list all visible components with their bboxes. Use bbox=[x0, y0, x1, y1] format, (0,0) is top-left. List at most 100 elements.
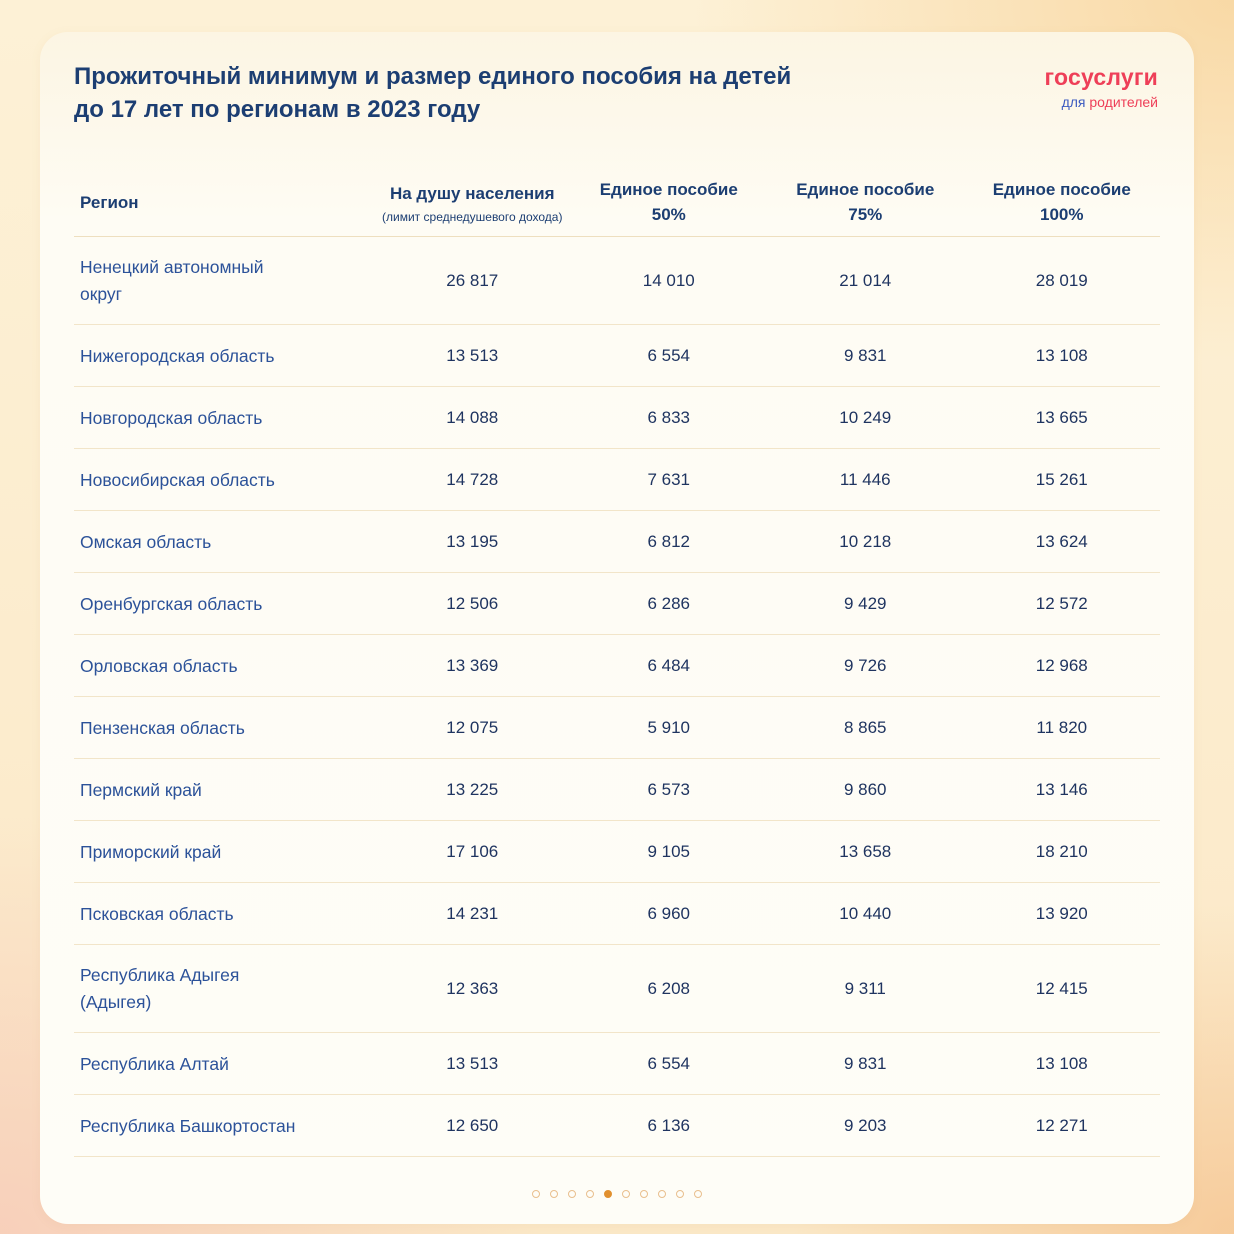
column-header-sublabel: (лимит среднедушевого дохода) bbox=[382, 209, 563, 224]
table-header-row: Регион На душу населения (лимит среднеду… bbox=[74, 169, 1161, 238]
table-row: Пермский край 13 225 6 573 9 860 13 146 bbox=[74, 759, 1160, 822]
value-cell: 11 820 bbox=[1036, 717, 1088, 737]
value-cell: 13 920 bbox=[1035, 903, 1088, 923]
title-line-2: до 17 лет по регионам в 2023 году bbox=[74, 96, 481, 124]
value-cell: 13 146 bbox=[1035, 779, 1088, 799]
value-cell: 12 363 bbox=[446, 978, 499, 998]
value-cell: 13 513 bbox=[446, 1053, 499, 1073]
value-cell: 28 019 bbox=[1035, 270, 1088, 290]
subtitle-for: для bbox=[1061, 94, 1086, 110]
table-row: Новгородская область 14 088 6 833 10 249 13 … bbox=[74, 387, 1160, 450]
region-cell: Оренбургская область bbox=[80, 593, 263, 614]
value-cell: 13 513 bbox=[446, 345, 499, 365]
value-cell: 6 208 bbox=[647, 978, 691, 998]
page-title: Прожиточный минимум и размер единого пос… bbox=[74, 60, 791, 126]
pagination-dot[interactable] bbox=[532, 1190, 540, 1198]
column-header-benefit-100: Единое пособие 100% bbox=[964, 178, 1161, 227]
table-row: Приморский край 17 106 9 105 13 658 18 210 bbox=[74, 821, 1160, 884]
title-line-1: Прожиточный минимум и размер единого пос… bbox=[74, 63, 792, 90]
table-row: Оренбургская область 12 506 6 286 9 429 12 5… bbox=[74, 573, 1160, 636]
region-cell: Пермский край bbox=[80, 779, 202, 800]
region-cell: Псковская область bbox=[80, 903, 234, 924]
gosuslugi-wordmark: госуслуги bbox=[1044, 64, 1158, 90]
value-cell: 13 195 bbox=[446, 531, 499, 551]
region-cell: Приморский край bbox=[80, 841, 222, 862]
table-row: Республика Алтай 13 513 6 554 9 831 13 108 bbox=[74, 1033, 1160, 1096]
table-row: Новосибирская область 14 728 7 631 11 446 15… bbox=[74, 449, 1160, 512]
column-header-label: Единое пособие bbox=[992, 180, 1131, 200]
pagination-dot-active[interactable] bbox=[604, 1190, 612, 1198]
value-cell: 26 817 bbox=[446, 270, 499, 290]
region-cell: Республика Алтай bbox=[80, 1053, 229, 1074]
table-row: Республика Адыгея (Адыгея) 12 363 6 208 9 3… bbox=[74, 945, 1160, 1034]
gosuslugi-logo: госуслуги для родителей bbox=[1045, 60, 1158, 110]
value-cell: 10 218 bbox=[839, 531, 892, 551]
value-cell: 15 261 bbox=[1035, 469, 1088, 489]
value-cell: 12 650 bbox=[446, 1115, 499, 1135]
value-cell: 9 831 bbox=[843, 345, 887, 365]
value-cell: 9 831 bbox=[843, 1053, 887, 1073]
value-cell: 9 860 bbox=[843, 779, 887, 799]
region-cell: Новосибирская область bbox=[80, 469, 275, 490]
region-cell: Омская область bbox=[80, 531, 212, 552]
table-row: Псковская область 14 231 6 960 10 440 13 920 bbox=[74, 883, 1160, 946]
pagination-dot[interactable] bbox=[568, 1190, 576, 1198]
table-row: Нижегородская область 13 513 6 554 9 831 13 … bbox=[74, 325, 1160, 388]
region-cell: Орловская область bbox=[80, 655, 238, 676]
pagination-dot[interactable] bbox=[550, 1190, 558, 1198]
value-cell: 6 554 bbox=[647, 1053, 691, 1073]
column-header-benefit-50: Единое пособие 50% bbox=[571, 178, 768, 227]
column-header-label: Единое пособие bbox=[796, 180, 935, 200]
value-cell: 12 075 bbox=[446, 717, 499, 737]
value-cell: 9 203 bbox=[843, 1115, 887, 1135]
table-row: Омская область 13 195 6 812 10 218 13 624 bbox=[74, 511, 1160, 574]
card-header: Прожиточный минимум и размер единого пос… bbox=[40, 32, 1194, 126]
column-header-region: Регион bbox=[80, 192, 139, 212]
column-header-label: Единое пособие bbox=[599, 180, 738, 200]
pagination-dot[interactable] bbox=[622, 1190, 630, 1198]
pagination-dot[interactable] bbox=[640, 1190, 648, 1198]
pagination-dot[interactable] bbox=[586, 1190, 594, 1198]
value-cell: 6 812 bbox=[647, 531, 691, 551]
value-cell: 12 968 bbox=[1035, 655, 1088, 675]
region-cell: Республика Адыгея (Адыгея) bbox=[80, 965, 240, 1012]
gosuslugi-subtitle: для родителей bbox=[1045, 94, 1158, 110]
value-cell: 9 726 bbox=[843, 655, 887, 675]
value-cell: 14 088 bbox=[446, 407, 499, 427]
region-cell: Республика Башкортостан bbox=[80, 1115, 296, 1136]
value-cell: 13 108 bbox=[1035, 345, 1088, 365]
value-cell: 6 833 bbox=[647, 407, 691, 427]
region-cell: Пензенская область bbox=[80, 717, 245, 738]
value-cell: 12 271 bbox=[1035, 1115, 1088, 1135]
value-cell: 9 429 bbox=[843, 593, 887, 613]
table-row: Ненецкий автономный округ 26 817 14 010 21 … bbox=[74, 237, 1160, 326]
region-cell: Нижегородская область bbox=[80, 345, 275, 366]
pagination-dot[interactable] bbox=[676, 1190, 684, 1198]
value-cell: 12 506 bbox=[446, 593, 499, 613]
value-cell: 17 106 bbox=[446, 841, 499, 861]
table-row: Пензенская область 12 075 5 910 8 865 11 820 bbox=[74, 697, 1160, 760]
pagination-dot[interactable] bbox=[694, 1190, 702, 1198]
column-header-percent: 100% bbox=[1040, 204, 1084, 224]
benefits-table: Регион На душу населения (лимит среднеду… bbox=[74, 169, 1161, 1158]
column-header-percent: 50% bbox=[651, 204, 686, 224]
value-cell: 5 910 bbox=[647, 717, 691, 737]
value-cell: 13 624 bbox=[1035, 531, 1088, 551]
value-cell: 6 554 bbox=[647, 345, 691, 365]
column-header-percent: 75% bbox=[848, 204, 883, 224]
value-cell: 9 311 bbox=[844, 978, 886, 998]
pagination-dot[interactable] bbox=[658, 1190, 666, 1198]
value-cell: 6 286 bbox=[647, 593, 691, 613]
value-cell: 18 210 bbox=[1035, 841, 1088, 861]
column-header-benefit-75: Единое пособие 75% bbox=[767, 178, 964, 227]
value-cell: 13 665 bbox=[1035, 407, 1088, 427]
table-body: Ненецкий автономный округ 26 817 14 010 21 … bbox=[74, 237, 1160, 1158]
value-cell: 12 415 bbox=[1035, 978, 1088, 998]
value-cell: 9 105 bbox=[647, 841, 691, 861]
subtitle-parents: родителей bbox=[1089, 94, 1158, 110]
value-cell: 6 960 bbox=[647, 903, 691, 923]
pagination-dots bbox=[40, 1190, 1194, 1198]
value-cell: 13 225 bbox=[446, 779, 499, 799]
value-cell: 6 573 bbox=[647, 779, 691, 799]
value-cell: 12 572 bbox=[1035, 593, 1088, 613]
